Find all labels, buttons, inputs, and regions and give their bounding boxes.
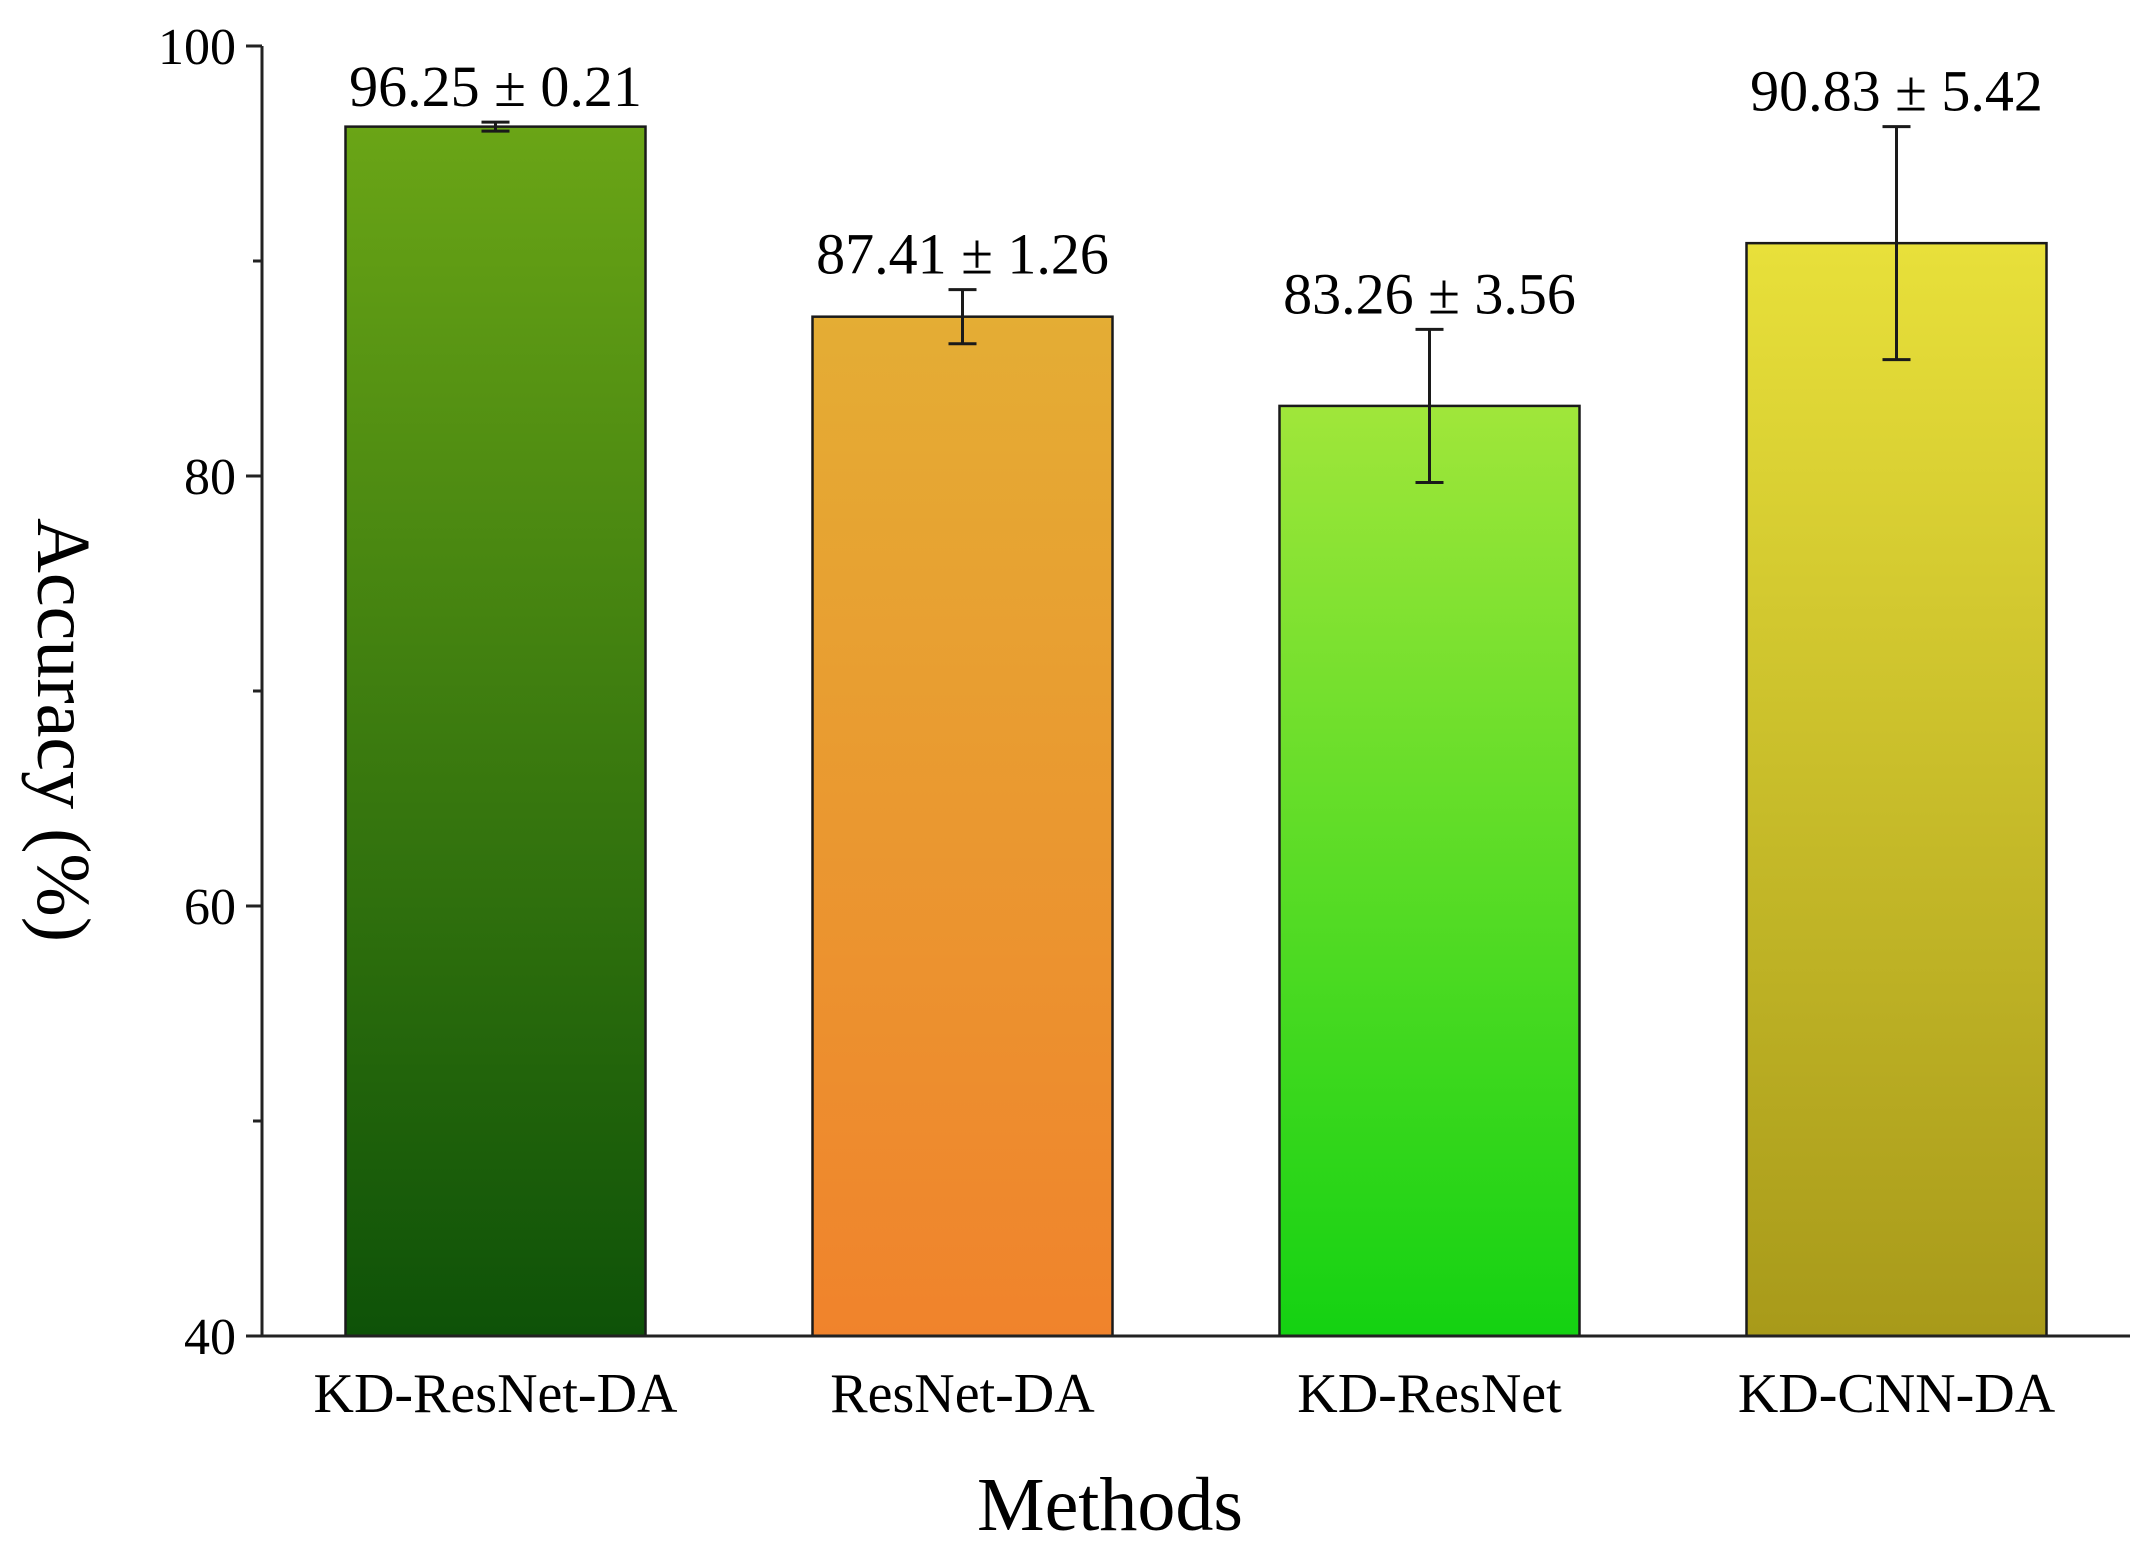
x-category-label: KD-ResNet	[1297, 1363, 1562, 1425]
x-category-label: KD-CNN-DA	[1738, 1363, 2056, 1425]
x-axis-title: Methods	[977, 1463, 1243, 1547]
y-tick-label: 40	[184, 1309, 236, 1366]
x-category-labels: KD-ResNet-DA ResNet-DA KD-ResNet KD-CNN-DA	[314, 1363, 2056, 1425]
data-labels: 96.25 ± 0.21 87.41 ± 1.26 83.26 ± 3.56 90.8…	[349, 54, 2043, 326]
bar-resnet-da	[811, 315, 1114, 1338]
bars-layer	[344, 125, 2048, 1338]
bar-kd-resnet-da	[344, 125, 647, 1338]
bar-kd-resnet	[1278, 404, 1581, 1338]
y-tick-label: 60	[184, 879, 236, 936]
data-label-kd-cnn-da: 90.83 ± 5.42	[1750, 59, 2043, 124]
y-tick-label: 100	[158, 19, 236, 76]
error-bars-layer	[481, 120, 1911, 484]
data-label-kd-resnet-da: 96.25 ± 0.21	[349, 54, 642, 119]
x-category-label: KD-ResNet-DA	[314, 1363, 678, 1425]
x-category-label: ResNet-DA	[830, 1363, 1095, 1425]
bar-kd-cnn-da	[1745, 241, 2048, 1338]
y-axis-title: Accuracy (%)	[21, 518, 105, 942]
y-ticks: 40 60 80 100	[158, 19, 262, 1366]
y-tick-label: 80	[184, 449, 236, 506]
data-label-resnet-da: 87.41 ± 1.26	[816, 222, 1109, 287]
data-label-kd-resnet: 83.26 ± 3.56	[1283, 261, 1576, 326]
